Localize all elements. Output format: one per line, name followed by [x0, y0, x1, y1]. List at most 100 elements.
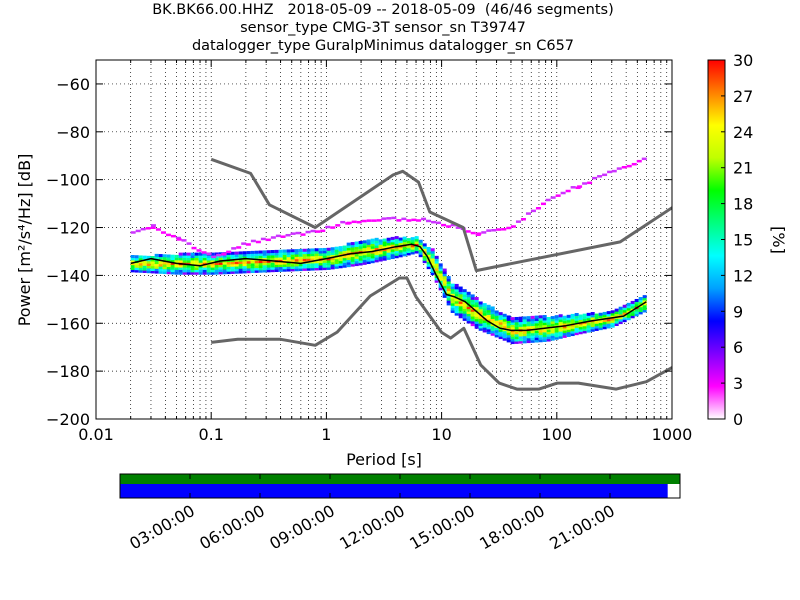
heatmap-cell [182, 264, 187, 268]
heatmap-cell [318, 262, 323, 266]
heatmap-cell [570, 325, 575, 329]
heatmap-cell [454, 283, 459, 287]
outlier-cell [570, 186, 576, 189]
heatmap-cell [314, 260, 319, 264]
outlier-cell [582, 182, 588, 185]
heatmap-cell [178, 252, 183, 256]
heatmap-outliers [130, 157, 647, 259]
heatmap-cell [130, 264, 135, 268]
heatmap-cell [466, 315, 471, 319]
heatmap-cell [150, 256, 155, 260]
y-tick-label: −180 [46, 362, 90, 381]
heatmap-cell [170, 269, 175, 273]
heatmap-cell [366, 253, 371, 257]
heatmap-cell [282, 254, 287, 258]
heatmap-cell [246, 263, 251, 267]
heatmap-cell [386, 249, 391, 253]
heatmap-cell [186, 264, 191, 268]
heatmap-cell [442, 273, 447, 277]
heatmap-cell [274, 252, 279, 256]
heatmap-cell [386, 240, 391, 244]
heatmap-cell [542, 329, 547, 333]
outlier-cell [351, 220, 357, 224]
heatmap-cell [174, 259, 179, 263]
heatmap-cell [630, 315, 635, 319]
heatmap-cell [146, 270, 151, 274]
heatmap-cell [514, 316, 519, 320]
heatmap-cell [402, 236, 407, 240]
heatmap-cell [390, 239, 395, 243]
heatmap-cell [474, 304, 479, 308]
heatmap-cell [150, 270, 155, 274]
heatmap-cell [566, 319, 571, 323]
heatmap-cell [586, 322, 591, 326]
outlier-cell [431, 220, 437, 224]
heatmap-cell [498, 314, 503, 318]
heatmap-cell [518, 333, 523, 337]
heatmap-cell [262, 255, 267, 259]
heatmap-cell [502, 323, 507, 327]
heatmap-cell [306, 251, 311, 255]
heatmap-cell [430, 248, 435, 252]
heatmap-cell [462, 308, 467, 312]
heatmap-cell [398, 237, 403, 241]
heatmap-cell [526, 325, 531, 329]
colorbar-tick-label: 30 [733, 51, 753, 70]
heatmap-cell [202, 269, 207, 273]
heatmap-cell [590, 316, 595, 320]
heatmap-cell [258, 264, 263, 268]
heatmap-cell [422, 248, 427, 252]
x-tick-label: 0.1 [198, 425, 223, 444]
y-tick-label: −160 [46, 314, 90, 333]
title-line-2: sensor_type CMG-3T sensor_sn T39747 [240, 20, 526, 36]
heatmap-cell [406, 238, 411, 242]
heatmap-cell [206, 271, 211, 275]
heatmap-cell [218, 271, 223, 275]
outlier-cell [165, 233, 171, 237]
heatmap-cell [642, 295, 647, 299]
heatmap-cell [246, 267, 251, 271]
x-tick-label: 1000 [652, 425, 693, 444]
heatmap-cell [154, 253, 159, 257]
heatmap-cell [614, 308, 619, 312]
outlier-cell [545, 198, 551, 202]
heatmap-cell [190, 257, 195, 261]
heatmap-cell [354, 248, 359, 252]
outlier-cell [636, 159, 642, 163]
heatmap-cell [430, 272, 435, 276]
heatmap-cell [198, 255, 203, 259]
heatmap-cell [622, 316, 627, 320]
outlier-cell [346, 221, 352, 225]
heatmap-cell [566, 326, 571, 330]
heatmap-cell [618, 306, 623, 310]
heatmap-cell [626, 310, 631, 314]
heatmap-cell [586, 324, 591, 328]
heatmap-cell [486, 304, 491, 308]
heatmap-cell [254, 260, 259, 264]
heatmap-cell [494, 315, 499, 319]
heatmap-cell [438, 275, 443, 279]
heatmap-cell [590, 326, 595, 330]
heatmap-cell [642, 309, 647, 313]
heatmap-cell [470, 315, 475, 319]
heatmap-cell [130, 269, 135, 273]
heatmap-cell [422, 260, 427, 264]
heatmap-cell [302, 248, 307, 252]
heatmap-cell [626, 305, 631, 309]
heatmap-cell [354, 241, 359, 245]
heatmap-cell [410, 251, 415, 255]
heatmap-cell [614, 311, 619, 315]
heatmap-cell [202, 262, 207, 266]
heatmap-cell [506, 339, 511, 343]
heatmap-cell [226, 263, 231, 267]
heatmap-cell [230, 270, 235, 274]
heatmap-cell [394, 240, 399, 244]
heatmap-cell [130, 257, 135, 261]
heatmap-cell [562, 334, 567, 338]
heatmap-cell [606, 320, 611, 324]
heatmap-cell [482, 303, 487, 307]
heatmap-cell [134, 267, 139, 271]
outlier-cell [515, 220, 521, 223]
heatmap-cell [530, 318, 535, 322]
heatmap-cell [314, 265, 319, 269]
